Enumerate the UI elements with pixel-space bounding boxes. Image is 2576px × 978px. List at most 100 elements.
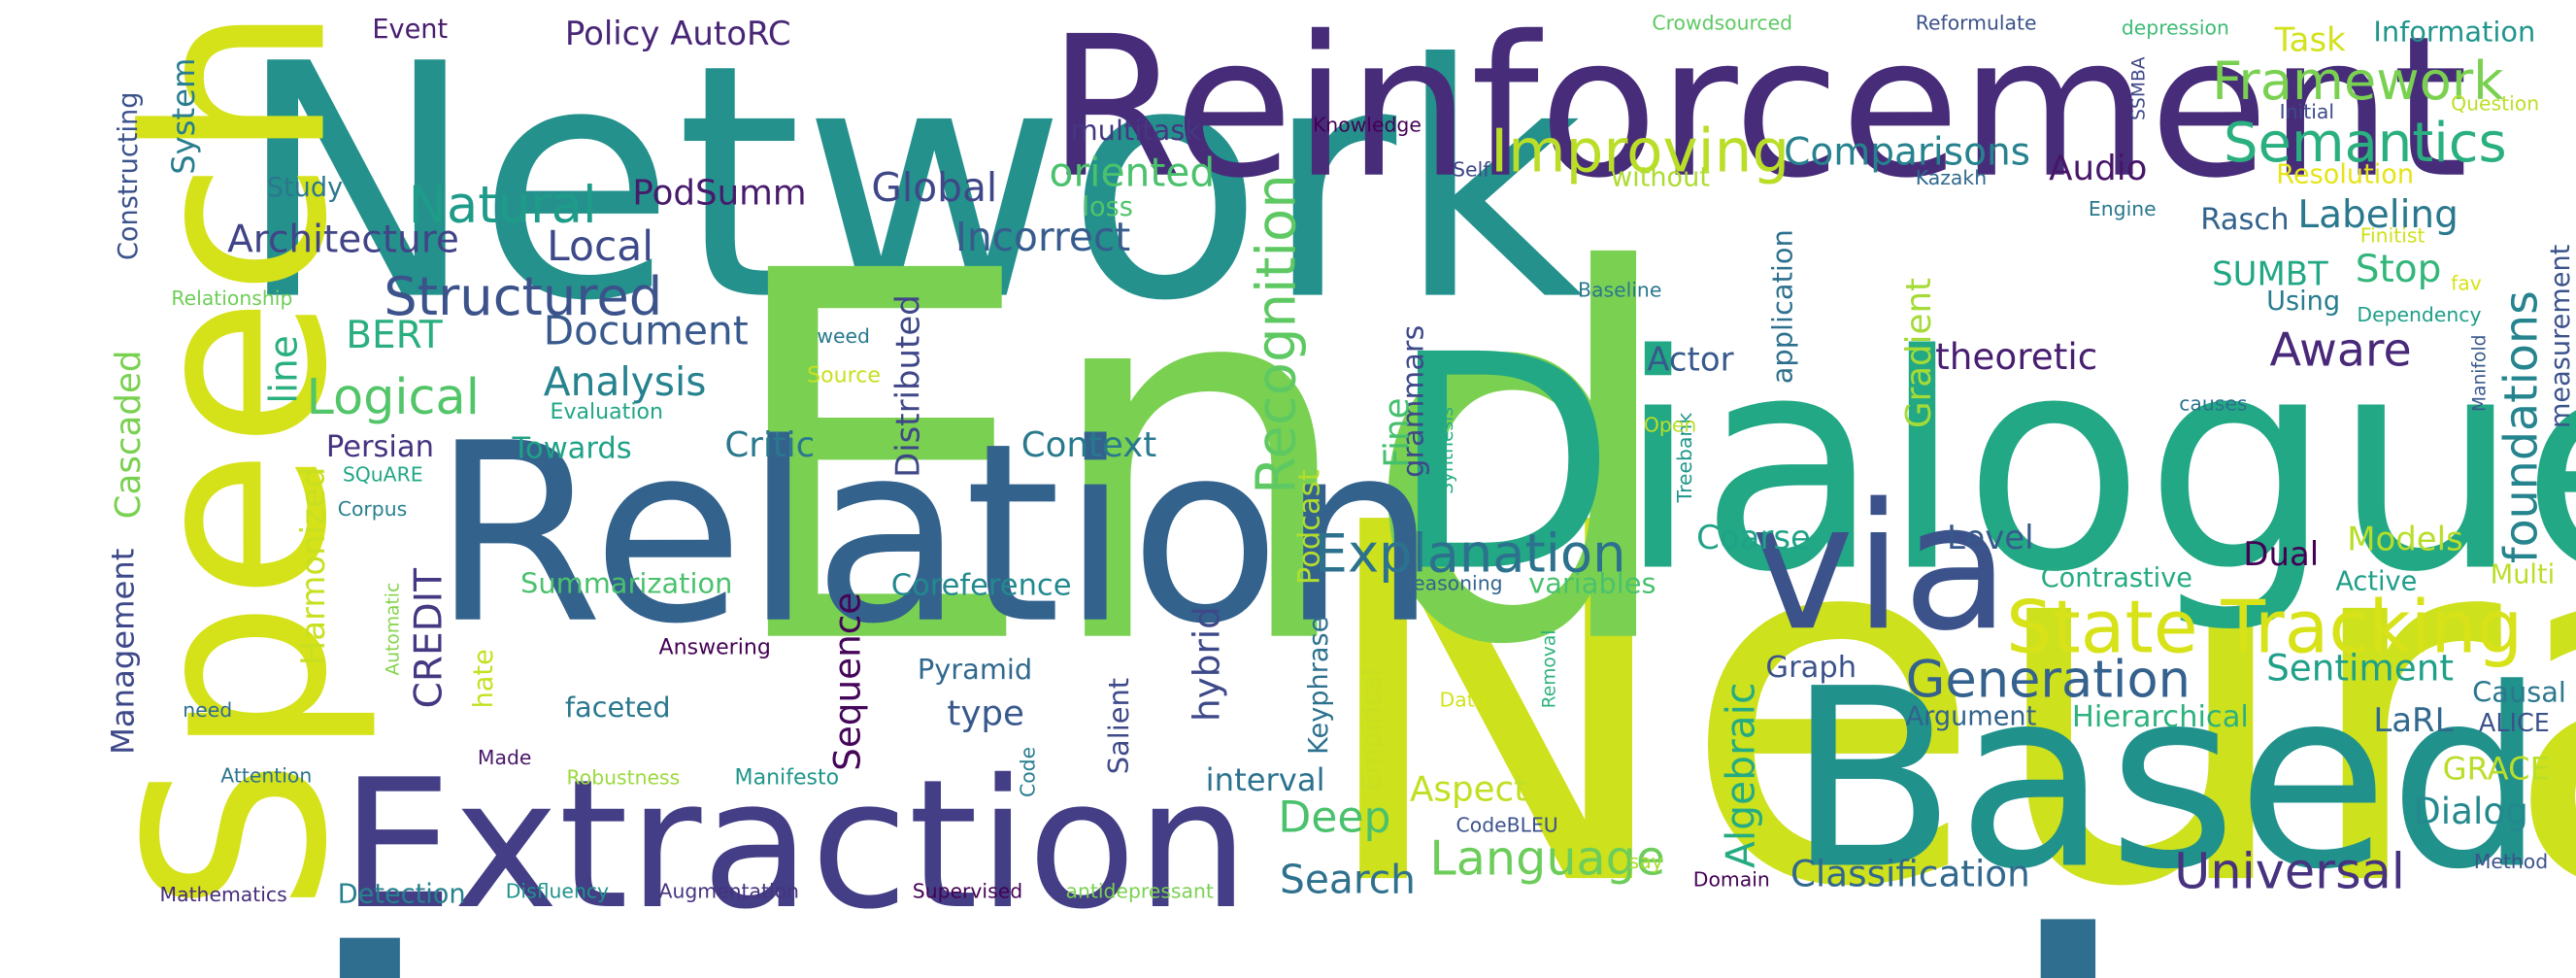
word-extraction: Extraction <box>341 743 1250 950</box>
word-policy-autorc: Policy AutoRC <box>564 13 791 53</box>
word-attention: Attention <box>220 764 313 788</box>
word-comparisons: Comparisons <box>1784 131 2031 175</box>
word-podsumm: PodSumm <box>632 173 807 213</box>
word-ssmba: SSMBA <box>2127 56 2150 120</box>
word-oriented: oriented <box>1049 150 1216 196</box>
word-rasch: Rasch <box>2200 202 2290 238</box>
word-analysis: Analysis <box>543 358 707 406</box>
word-weed: weed <box>817 324 870 348</box>
word-knowledge: Knowledge <box>1312 114 1422 137</box>
word-gradient: Gradient <box>1898 277 1939 429</box>
word-actor: Actor <box>1647 339 1734 380</box>
word-argument: Argument <box>1905 699 2037 732</box>
word-contrastive: Contrastive <box>2040 561 2192 593</box>
word-finitist: Finitist <box>2359 223 2425 248</box>
word-neural: Neural <box>1311 420 2576 978</box>
word-data: Data <box>1439 689 1488 712</box>
word-credit: CREDIT <box>408 568 452 709</box>
word-multitask: multitask <box>1070 115 1201 149</box>
word-automatic: Automatic <box>382 582 404 676</box>
word-without: without <box>1610 161 1711 193</box>
word-audio: Audio <box>2049 148 2148 188</box>
word-document: Document <box>543 308 749 354</box>
word-towards: Towards <box>512 431 632 467</box>
word-based: Based <box>1787 637 2546 925</box>
word-classification: Classification <box>1790 855 2030 896</box>
word-supervised: Supervised <box>912 879 1023 903</box>
word-causes: causes <box>2179 391 2248 416</box>
word-recognition: Recognition <box>1243 174 1308 494</box>
word-using: Using <box>2266 285 2341 317</box>
word-natural: Natural <box>408 176 597 236</box>
word-mathematics: Mathematics <box>159 883 287 906</box>
word-made: Made <box>477 746 532 770</box>
word-corpus: Corpus <box>337 497 408 522</box>
word-summarization: Summarization <box>520 568 733 602</box>
word-self: Self <box>1453 157 1490 182</box>
word-answering: Answering <box>658 635 771 661</box>
word-method: Method <box>2473 850 2549 874</box>
word-sentiment: Sentiment <box>2266 649 2454 691</box>
word-domain: Domain <box>1692 867 1770 892</box>
word-removal: Removal <box>1538 629 1560 709</box>
word-distributed: Distributed <box>887 294 928 478</box>
word-alice: ALICE <box>2478 708 2550 738</box>
word-level: Level <box>1947 517 2034 557</box>
word-universal: Universal <box>2174 843 2405 901</box>
word-fine: Fine <box>1377 397 1417 468</box>
word-resolution: Resolution <box>2276 157 2415 190</box>
word-information: Information <box>2373 16 2536 50</box>
word-reformulate: Reformulate <box>1915 11 2037 35</box>
word-labeling: Labeling <box>2297 194 2459 238</box>
word-engine: Engine <box>2088 197 2157 221</box>
word-causal: Causal <box>2472 677 2566 711</box>
word-podcast: Podcast <box>1292 469 1328 586</box>
word-question: Question <box>2451 91 2540 116</box>
word-baseline: Baseline <box>1578 278 1662 302</box>
word-multi: Multi <box>2490 558 2556 590</box>
word-variables: variables <box>1528 568 1656 602</box>
word-line: line <box>263 335 307 404</box>
word-hierarchical: Hierarchical <box>2071 699 2249 735</box>
word-bert: BERT <box>346 314 443 358</box>
word-network: Network <box>235 0 1584 373</box>
word-aware: Aware <box>2269 322 2412 378</box>
word-aspect: Aspect <box>1410 769 1528 809</box>
word-manifesto: Manifesto <box>734 765 840 792</box>
word-relationship: Relationship <box>171 287 293 310</box>
word-synthesis: Synthesis <box>1436 406 1458 494</box>
word-augmentation: Augmentation <box>658 879 799 903</box>
word-coreference: Coreference <box>890 568 1072 603</box>
word-language: Language <box>1429 829 1666 887</box>
word-logical: Logical <box>306 368 480 427</box>
word-via: via <box>1751 466 2010 669</box>
word-explanation: Explanation <box>1314 522 1626 586</box>
word-application: application <box>1767 229 1801 385</box>
word-evaluation: Evaluation <box>550 400 663 425</box>
word-semantics: Semantics <box>2223 110 2507 175</box>
word-reasoning: Reasoning <box>1399 571 1503 595</box>
word-structured: Structured <box>384 265 663 328</box>
word-source: Source <box>807 363 881 389</box>
word-state-tracking: State Tracking <box>2006 586 2524 671</box>
word-context: Context <box>1020 424 1157 465</box>
word-study: Study <box>266 171 344 203</box>
word-type: type <box>947 693 1024 733</box>
word-hate: hate <box>467 649 499 709</box>
word-learning: Learning <box>280 868 2576 978</box>
word-salient: Salient <box>1103 677 1137 775</box>
word-generation: Generation <box>1905 651 2191 711</box>
word-stop: Stop <box>2355 249 2442 292</box>
word-foundations: foundations <box>2493 290 2549 564</box>
word-dependency: Dependency <box>2357 303 2482 326</box>
word-relation: Relation <box>431 391 1438 679</box>
word-need: need <box>183 698 233 722</box>
word-grace: GRACE <box>2442 751 2551 788</box>
word-cascaded: Cascaded <box>108 350 149 520</box>
word-reinforcement: Reinforcement <box>1047 0 2469 221</box>
word-pyramid: Pyramid <box>917 654 1033 688</box>
word-sumbt: SUMBT <box>2212 253 2328 293</box>
word-search: Search <box>1280 857 1416 903</box>
word-management: Management <box>105 548 142 755</box>
